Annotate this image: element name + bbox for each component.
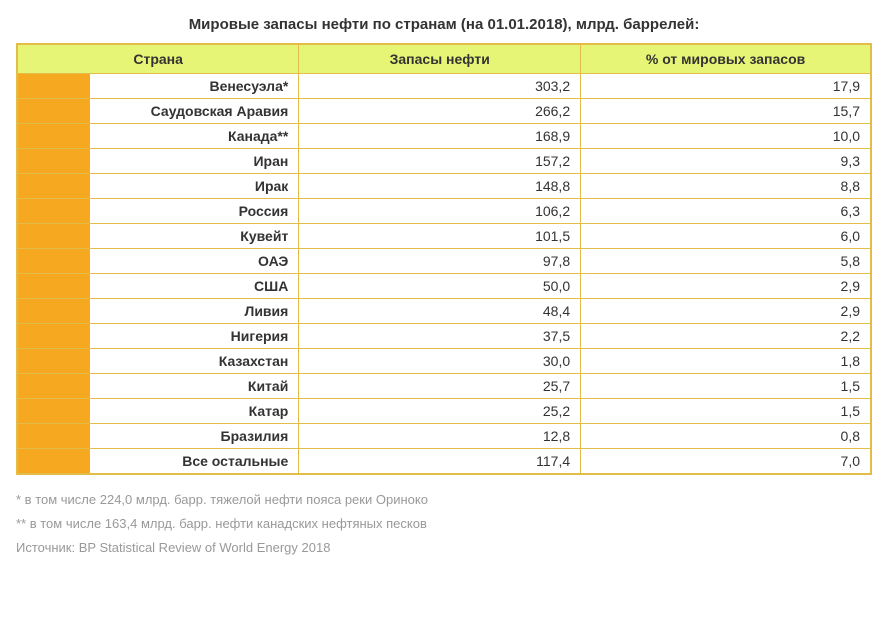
table-row: Саудовская Аравия266,215,7: [17, 99, 871, 124]
cell-percent: 1,5: [581, 399, 871, 424]
table-row: Канада**168,910,0: [17, 124, 871, 149]
cell-country: Катар: [17, 399, 299, 424]
country-label: Кувейт: [18, 224, 298, 248]
country-label: Иран: [18, 149, 298, 173]
cell-country: Саудовская Аравия: [17, 99, 299, 124]
country-label: Россия: [18, 199, 298, 223]
footnotes: * в том числе 224,0 млрд. барр. тяжелой …: [16, 489, 872, 559]
table-row: Китай25,71,5: [17, 374, 871, 399]
cell-reserves: 117,4: [299, 449, 581, 475]
cell-reserves: 25,7: [299, 374, 581, 399]
table-row: Кувейт101,56,0: [17, 224, 871, 249]
country-label: Бразилия: [18, 424, 298, 448]
country-label: Канада**: [18, 124, 298, 148]
table-row: Нигерия37,52,2: [17, 324, 871, 349]
country-label: Китай: [18, 374, 298, 398]
cell-reserves: 266,2: [299, 99, 581, 124]
table-row: Бразилия12,80,8: [17, 424, 871, 449]
cell-country: Иран: [17, 149, 299, 174]
table-row: США50,02,9: [17, 274, 871, 299]
country-label: Катар: [18, 399, 298, 423]
col-percent: % от мировых запасов: [581, 44, 871, 74]
country-label: Ливия: [18, 299, 298, 323]
cell-reserves: 148,8: [299, 174, 581, 199]
table-row: Иран157,29,3: [17, 149, 871, 174]
cell-reserves: 97,8: [299, 249, 581, 274]
cell-country: Казахстан: [17, 349, 299, 374]
cell-reserves: 157,2: [299, 149, 581, 174]
country-label: Саудовская Аравия: [18, 99, 298, 123]
cell-country: ОАЭ: [17, 249, 299, 274]
cell-reserves: 12,8: [299, 424, 581, 449]
cell-reserves: 303,2: [299, 74, 581, 99]
footnote-1: * в том числе 224,0 млрд. барр. тяжелой …: [16, 489, 872, 511]
cell-percent: 10,0: [581, 124, 871, 149]
country-label: Все остальные: [18, 449, 298, 473]
cell-percent: 8,8: [581, 174, 871, 199]
cell-reserves: 30,0: [299, 349, 581, 374]
oil-reserves-table: Страна Запасы нефти % от мировых запасов…: [16, 43, 872, 475]
table-row: Все остальные117,47,0: [17, 449, 871, 475]
cell-percent: 9,3: [581, 149, 871, 174]
cell-reserves: 25,2: [299, 399, 581, 424]
cell-percent: 5,8: [581, 249, 871, 274]
cell-country: Ливия: [17, 299, 299, 324]
country-label: ОАЭ: [18, 249, 298, 273]
cell-percent: 2,9: [581, 274, 871, 299]
country-label: Ирак: [18, 174, 298, 198]
country-label: Венесуэла*: [18, 74, 298, 98]
cell-reserves: 48,4: [299, 299, 581, 324]
cell-percent: 2,2: [581, 324, 871, 349]
table-row: Ирак148,88,8: [17, 174, 871, 199]
cell-country: Россия: [17, 199, 299, 224]
table-row: Катар25,21,5: [17, 399, 871, 424]
cell-country: Нигерия: [17, 324, 299, 349]
table-row: Казахстан30,01,8: [17, 349, 871, 374]
country-label: Казахстан: [18, 349, 298, 373]
table-row: Венесуэла*303,217,9: [17, 74, 871, 99]
cell-percent: 17,9: [581, 74, 871, 99]
table-title: Мировые запасы нефти по странам (на 01.0…: [16, 16, 872, 33]
cell-country: Венесуэла*: [17, 74, 299, 99]
cell-percent: 6,0: [581, 224, 871, 249]
cell-country: Китай: [17, 374, 299, 399]
country-label: Нигерия: [18, 324, 298, 348]
col-reserves: Запасы нефти: [299, 44, 581, 74]
cell-reserves: 50,0: [299, 274, 581, 299]
table-row: Ливия48,42,9: [17, 299, 871, 324]
table-header-row: Страна Запасы нефти % от мировых запасов: [17, 44, 871, 74]
cell-percent: 6,3: [581, 199, 871, 224]
cell-reserves: 101,5: [299, 224, 581, 249]
cell-country: Канада**: [17, 124, 299, 149]
cell-percent: 7,0: [581, 449, 871, 475]
cell-percent: 1,8: [581, 349, 871, 374]
cell-percent: 0,8: [581, 424, 871, 449]
cell-percent: 1,5: [581, 374, 871, 399]
cell-percent: 2,9: [581, 299, 871, 324]
table-row: Россия106,26,3: [17, 199, 871, 224]
cell-country: Кувейт: [17, 224, 299, 249]
cell-reserves: 106,2: [299, 199, 581, 224]
cell-country: Бразилия: [17, 424, 299, 449]
cell-country: Все остальные: [17, 449, 299, 475]
footnote-source: Источник: BP Statistical Review of World…: [16, 537, 872, 559]
cell-country: Ирак: [17, 174, 299, 199]
cell-reserves: 37,5: [299, 324, 581, 349]
cell-percent: 15,7: [581, 99, 871, 124]
cell-reserves: 168,9: [299, 124, 581, 149]
cell-country: США: [17, 274, 299, 299]
table-row: ОАЭ97,85,8: [17, 249, 871, 274]
footnote-2: ** в том числе 163,4 млрд. барр. нефти к…: [16, 513, 872, 535]
country-label: США: [18, 274, 298, 298]
col-country: Страна: [17, 44, 299, 74]
